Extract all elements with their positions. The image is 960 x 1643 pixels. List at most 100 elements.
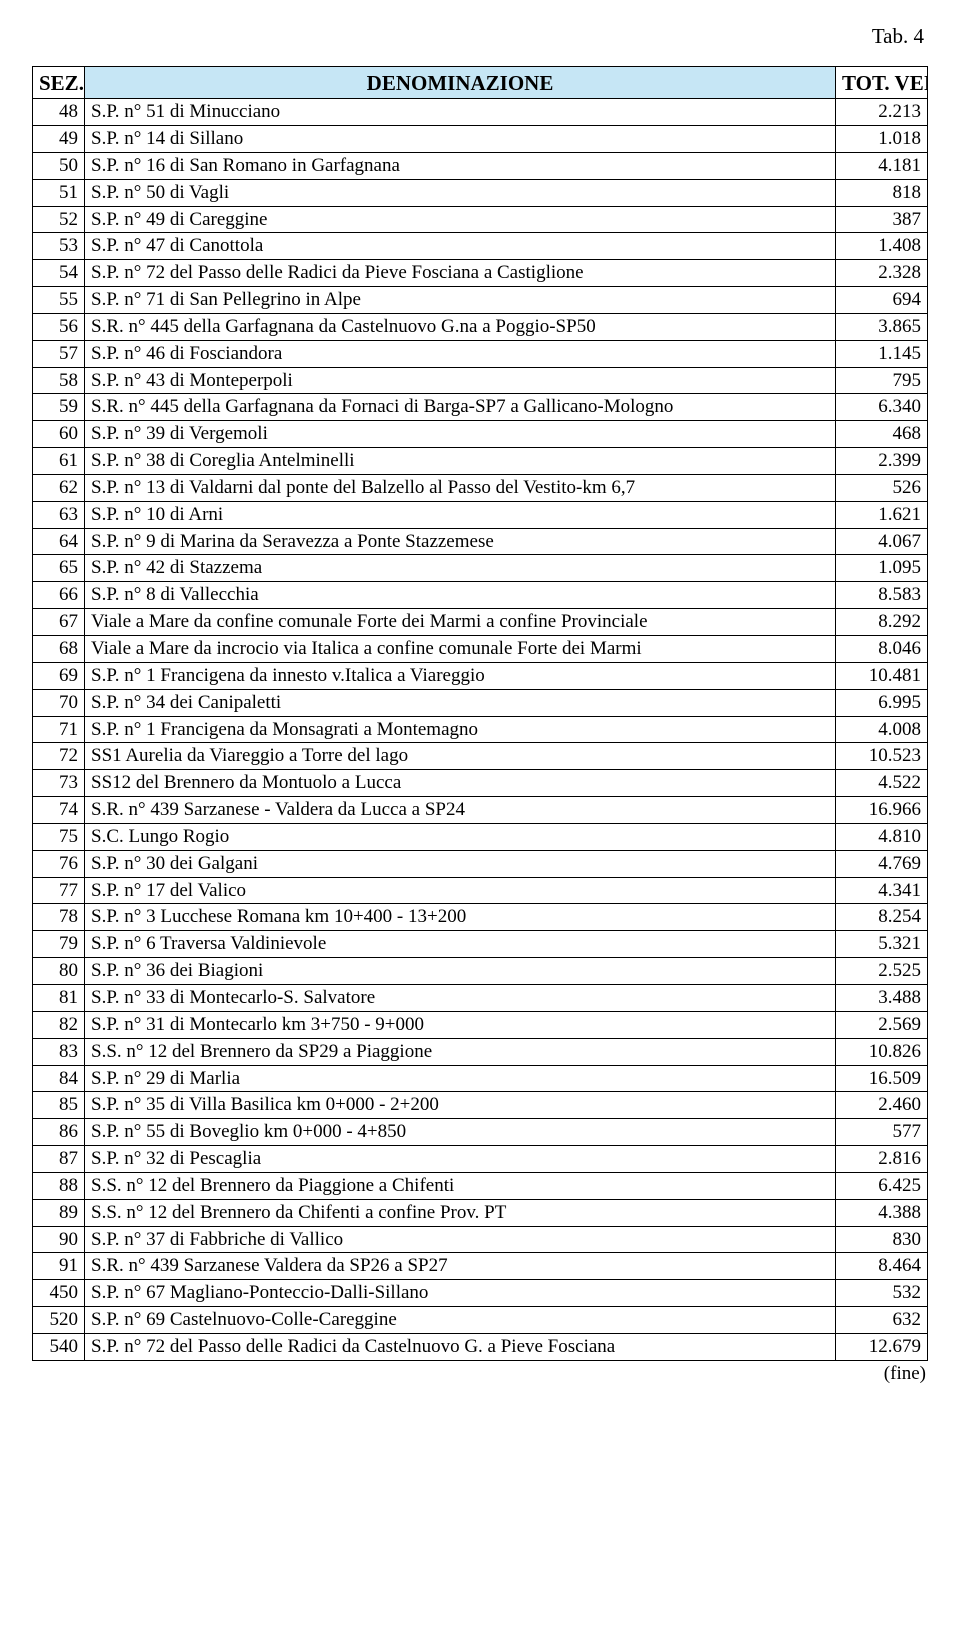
- cell-tot: 632: [836, 1307, 928, 1334]
- cell-sez: 50: [33, 152, 85, 179]
- cell-sez: 77: [33, 877, 85, 904]
- cell-tot: 526: [836, 474, 928, 501]
- cell-denom: S.P. n° 8 di Vallecchia: [85, 582, 836, 609]
- cell-sez: 75: [33, 823, 85, 850]
- cell-tot: 1.145: [836, 340, 928, 367]
- cell-sez: 49: [33, 125, 85, 152]
- cell-tot: 8.292: [836, 609, 928, 636]
- cell-tot: 3.865: [836, 313, 928, 340]
- cell-tot: 1.095: [836, 555, 928, 582]
- cell-denom: S.P. n° 3 Lucchese Romana km 10+400 - 13…: [85, 904, 836, 931]
- cell-tot: 8.583: [836, 582, 928, 609]
- cell-denom: S.P. n° 32 di Pescaglia: [85, 1146, 836, 1173]
- table-row: 58S.P. n° 43 di Monteperpoli795: [33, 367, 928, 394]
- cell-sez: 80: [33, 958, 85, 985]
- cell-tot: 1.621: [836, 501, 928, 528]
- table-row: 57S.P. n° 46 di Fosciandora1.145: [33, 340, 928, 367]
- cell-sez: 87: [33, 1146, 85, 1173]
- cell-denom: S.P. n° 37 di Fabbriche di Vallico: [85, 1226, 836, 1253]
- cell-tot: 2.525: [836, 958, 928, 985]
- table-row: 81S.P. n° 33 di Montecarlo-S. Salvatore3…: [33, 984, 928, 1011]
- table-row: 49S.P. n° 14 di Sillano1.018: [33, 125, 928, 152]
- cell-sez: 54: [33, 260, 85, 287]
- cell-tot: 795: [836, 367, 928, 394]
- cell-denom: SS12 del Brennero da Montuolo a Lucca: [85, 770, 836, 797]
- cell-sez: 90: [33, 1226, 85, 1253]
- cell-denom: S.P. n° 50 di Vagli: [85, 179, 836, 206]
- cell-sez: 71: [33, 716, 85, 743]
- cell-tot: 12.679: [836, 1333, 928, 1360]
- cell-denom: S.P. n° 42 di Stazzema: [85, 555, 836, 582]
- table-row: 64S.P. n° 9 di Marina da Seravezza a Pon…: [33, 528, 928, 555]
- cell-tot: 5.321: [836, 931, 928, 958]
- cell-tot: 3.488: [836, 984, 928, 1011]
- cell-denom: S.P. n° 1 Francigena da Monsagrati a Mon…: [85, 716, 836, 743]
- cell-denom: S.P. n° 17 del Valico: [85, 877, 836, 904]
- table-row: 77S.P. n° 17 del Valico4.341: [33, 877, 928, 904]
- table-row: 88S.S. n° 12 del Brennero da Piaggione a…: [33, 1172, 928, 1199]
- cell-sez: 67: [33, 609, 85, 636]
- cell-sez: 61: [33, 448, 85, 475]
- cell-sez: 55: [33, 287, 85, 314]
- cell-sez: 69: [33, 662, 85, 689]
- cell-sez: 53: [33, 233, 85, 260]
- cell-tot: 577: [836, 1119, 928, 1146]
- cell-tot: 1.018: [836, 125, 928, 152]
- cell-denom: S.P. n° 39 di Vergemoli: [85, 421, 836, 448]
- cell-sez: 60: [33, 421, 85, 448]
- cell-denom: S.P. n° 10 di Arni: [85, 501, 836, 528]
- table-row: 540S.P. n° 72 del Passo delle Radici da …: [33, 1333, 928, 1360]
- cell-tot: 2.328: [836, 260, 928, 287]
- cell-denom: S.S. n° 12 del Brennero da Piaggione a C…: [85, 1172, 836, 1199]
- table-row: 71S.P. n° 1 Francigena da Monsagrati a M…: [33, 716, 928, 743]
- table-row: 450S.P. n° 67 Magliano-Ponteccio-Dalli-S…: [33, 1280, 928, 1307]
- cell-sez: 81: [33, 984, 85, 1011]
- cell-tot: 6.340: [836, 394, 928, 421]
- table-row: 74S.R. n° 439 Sarzanese - Valdera da Luc…: [33, 797, 928, 824]
- cell-denom: S.R. n° 445 della Garfagnana da Castelnu…: [85, 313, 836, 340]
- cell-tot: 2.460: [836, 1092, 928, 1119]
- cell-denom: S.S. n° 12 del Brennero da Chifenti a co…: [85, 1199, 836, 1226]
- table-row: 50S.P. n° 16 di San Romano in Garfagnana…: [33, 152, 928, 179]
- cell-sez: 82: [33, 1011, 85, 1038]
- cell-sez: 70: [33, 689, 85, 716]
- cell-tot: 2.569: [836, 1011, 928, 1038]
- cell-sez: 59: [33, 394, 85, 421]
- cell-denom: S.P. n° 67 Magliano-Ponteccio-Dalli-Sill…: [85, 1280, 836, 1307]
- cell-denom: S.C. Lungo Rogio: [85, 823, 836, 850]
- cell-sez: 73: [33, 770, 85, 797]
- table-row: 89S.S. n° 12 del Brennero da Chifenti a …: [33, 1199, 928, 1226]
- cell-tot: 4.181: [836, 152, 928, 179]
- data-table: SEZ. DENOMINAZIONE TOT. VEIC. 48S.P. n° …: [32, 66, 928, 1361]
- cell-denom: S.P. n° 14 di Sillano: [85, 125, 836, 152]
- table-row: 66S.P. n° 8 di Vallecchia8.583: [33, 582, 928, 609]
- table-row: 68Viale a Mare da incrocio via Italica a…: [33, 636, 928, 663]
- cell-denom: S.P. n° 49 di Careggine: [85, 206, 836, 233]
- cell-tot: 830: [836, 1226, 928, 1253]
- cell-tot: 1.408: [836, 233, 928, 260]
- cell-denom: S.P. n° 1 Francigena da innesto v.Italic…: [85, 662, 836, 689]
- cell-sez: 79: [33, 931, 85, 958]
- cell-tot: 10.523: [836, 743, 928, 770]
- cell-sez: 68: [33, 636, 85, 663]
- cell-tot: 468: [836, 421, 928, 448]
- cell-sez: 72: [33, 743, 85, 770]
- table-row: 60S.P. n° 39 di Vergemoli468: [33, 421, 928, 448]
- col-header-tot: TOT. VEIC.: [836, 67, 928, 99]
- cell-denom: Viale a Mare da incrocio via Italica a c…: [85, 636, 836, 663]
- cell-sez: 76: [33, 850, 85, 877]
- cell-tot: 6.995: [836, 689, 928, 716]
- cell-sez: 58: [33, 367, 85, 394]
- cell-sez: 51: [33, 179, 85, 206]
- footer-fine: (fine): [32, 1363, 928, 1385]
- cell-denom: S.P. n° 38 di Coreglia Antelminelli: [85, 448, 836, 475]
- cell-denom: S.P. n° 47 di Canottola: [85, 233, 836, 260]
- cell-denom: S.P. n° 13 di Valdarni dal ponte del Bal…: [85, 474, 836, 501]
- cell-denom: S.P. n° 16 di San Romano in Garfagnana: [85, 152, 836, 179]
- cell-denom: S.P. n° 33 di Montecarlo-S. Salvatore: [85, 984, 836, 1011]
- col-header-sez: SEZ.: [33, 67, 85, 99]
- cell-tot: 4.008: [836, 716, 928, 743]
- cell-tot: 6.425: [836, 1172, 928, 1199]
- cell-denom: S.P. n° 6 Traversa Valdinievole: [85, 931, 836, 958]
- table-row: 87S.P. n° 32 di Pescaglia2.816: [33, 1146, 928, 1173]
